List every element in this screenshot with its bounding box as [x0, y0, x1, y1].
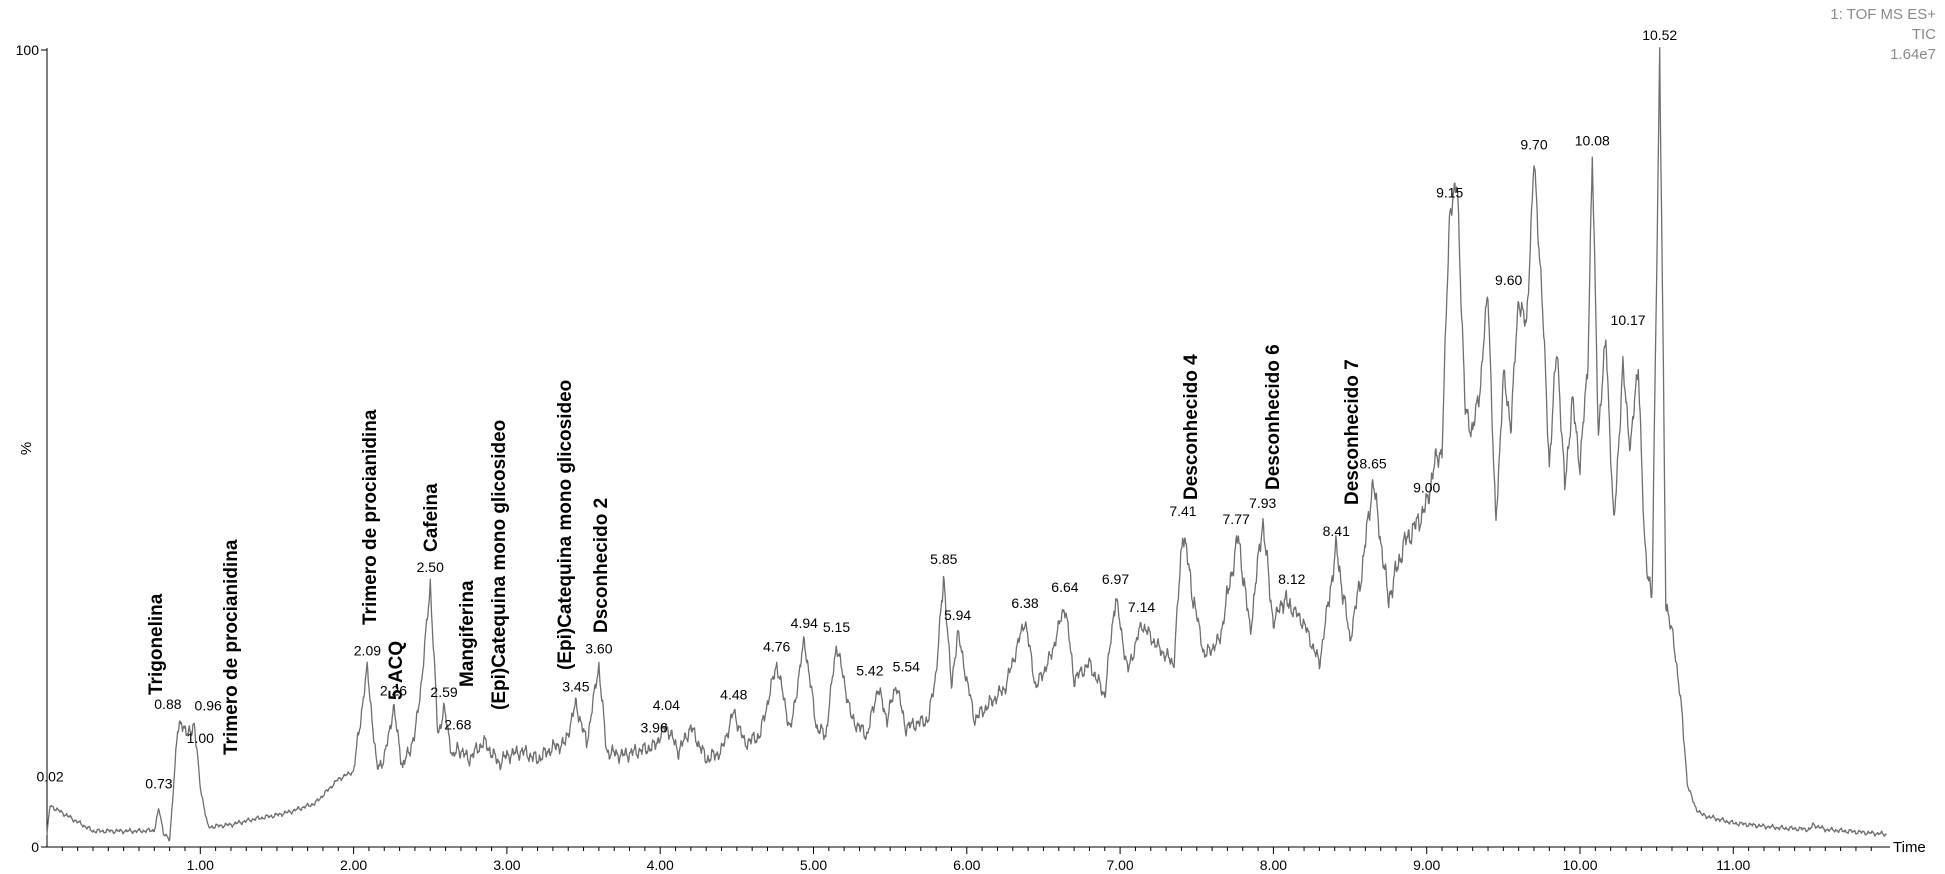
peak-label: 10.08 [1575, 133, 1610, 149]
peak-label: 2.09 [354, 643, 381, 659]
peak-label: 2.26 [380, 683, 407, 699]
y-tick-label: 100 [16, 42, 40, 58]
x-tick-label: 7.00 [1106, 857, 1133, 873]
peak-label: 7.41 [1169, 503, 1196, 519]
peak-label: 8.41 [1323, 523, 1350, 539]
experiment-label: 1: TOF MS ES+ [1830, 6, 1936, 23]
peak-label: 4.76 [763, 639, 790, 655]
peak-label: 6.64 [1051, 579, 1078, 595]
peak-label: 0.73 [145, 776, 172, 792]
compound-label: 5-ACQ [386, 641, 407, 700]
x-tick-label: 8.00 [1260, 857, 1287, 873]
compound-labels: Trigonelina Trimero de procianidina Trimer… [146, 344, 1363, 755]
compound-label: Cafeina [421, 483, 442, 552]
compound-label: Dsconhecido 2 [591, 498, 612, 633]
compound-label: Mangiferina [457, 580, 478, 687]
x-tick-label: 10.00 [1562, 857, 1597, 873]
peak-label: 4.94 [791, 615, 818, 631]
x-tick-label: 6.00 [953, 857, 980, 873]
x-axis-ticks: 1.00 2.00 3.00 4.00 5.00 6.00 7.00 8.00 9.00 10.0… [61, 847, 1872, 873]
peak-label: 7.14 [1128, 599, 1155, 615]
x-tick-label: 5.00 [800, 857, 827, 873]
chart-axes: 100 0% Time [16, 42, 1926, 856]
peak-label: 9.60 [1495, 272, 1522, 288]
peak-label: 7.93 [1249, 495, 1276, 511]
peak-label: 0.88 [154, 696, 181, 712]
peak-label: 10.17 [1611, 312, 1646, 328]
peak-label: 2.50 [417, 559, 444, 575]
peak-label: 7.77 [1223, 511, 1250, 527]
intensity-label: 1.64e7 [1890, 46, 1936, 63]
x-tick-label: 1.00 [187, 857, 214, 873]
peak-label: 6.38 [1011, 595, 1038, 611]
compound-label: Desconhecido 4 [1181, 354, 1202, 500]
peak-label: 5.42 [856, 663, 883, 679]
peak-label: 3.45 [562, 679, 589, 695]
peak-label: 5.94 [944, 607, 971, 623]
x-tick-label: 3.00 [493, 857, 520, 873]
peak-label: 2.59 [430, 684, 457, 700]
peak-label: 0.96 [195, 698, 222, 714]
peak-label: 2.68 [444, 716, 471, 732]
compound-label: Desconhecido 7 [1342, 359, 1363, 505]
peak-label: 8.65 [1359, 455, 1386, 471]
peak-label: 4.04 [653, 697, 680, 713]
x-axis-title: Time [1893, 839, 1926, 856]
peak-label: 6.97 [1102, 571, 1129, 587]
compound-label: (Epi)Catequina mono glicosideo [489, 420, 510, 710]
peak-label: 5.15 [823, 619, 850, 635]
compound-label: Trimero de procianidina [360, 409, 381, 625]
x-tick-label: 11.00 [1716, 857, 1750, 873]
peak-label: 5.54 [893, 659, 920, 675]
y-axis-title: % [18, 442, 35, 455]
peak-label: 5.85 [930, 551, 957, 567]
peak-label: 8.12 [1278, 571, 1305, 587]
x-tick-label: 2.00 [340, 857, 367, 873]
peak-label: 1.00 [187, 730, 214, 746]
trace-type-label: TIC [1911, 26, 1936, 43]
compound-label: Desconhecido 6 [1263, 344, 1284, 490]
compound-label: Trigonelina [146, 593, 167, 695]
x-tick-label: 4.00 [647, 857, 674, 873]
peak-label: 3.96 [640, 720, 667, 736]
peak-labels: 0.02 0.73 0.88 0.96 1.00 2.09 2.26 2.50 2.59 2.68… [36, 27, 1677, 792]
peak-label: 9.00 [1413, 479, 1440, 495]
peak-label: 4.48 [720, 687, 747, 703]
tic-trace-line [46, 47, 1887, 842]
peak-label: 9.70 [1520, 137, 1547, 153]
peak-label: 9.15 [1436, 184, 1463, 200]
compound-label: (Epi)Catequina mono glicosideo [555, 380, 576, 670]
peak-label: 3.60 [585, 640, 612, 656]
peak-label: 10.52 [1642, 27, 1677, 43]
peak-label: 0.02 [36, 769, 63, 785]
x-tick-label: 9.00 [1413, 857, 1440, 873]
y-tick-label: 0 [31, 839, 39, 855]
compound-label: Trimero de procianidina [221, 539, 242, 755]
